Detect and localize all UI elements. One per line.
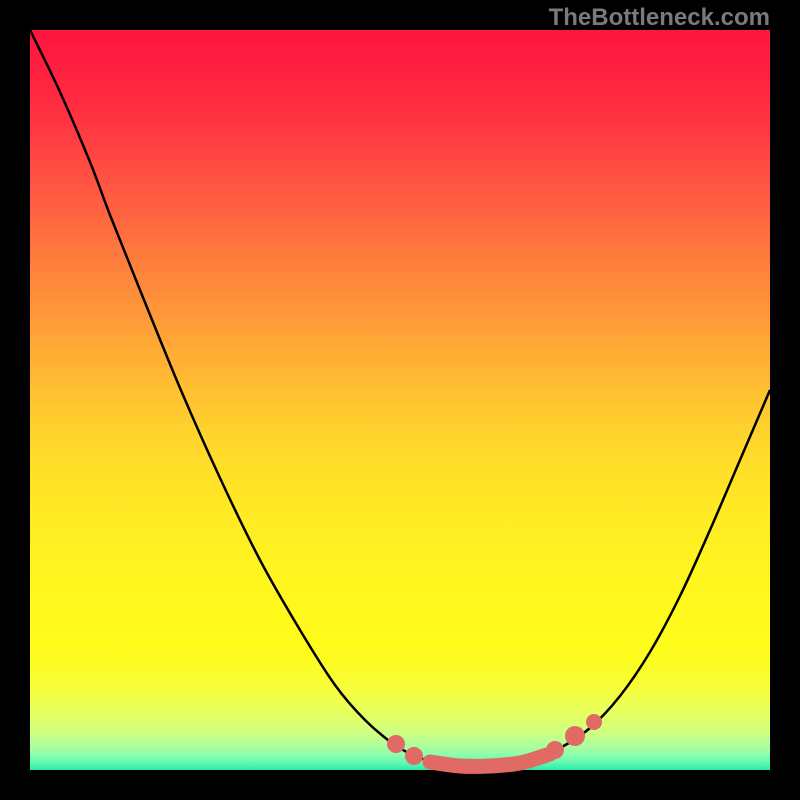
chart-frame: TheBottleneck.com bbox=[0, 0, 800, 800]
highlight-dot bbox=[565, 726, 585, 746]
highlight-dot bbox=[405, 747, 423, 765]
highlight-dot bbox=[586, 714, 602, 730]
watermark-text: TheBottleneck.com bbox=[549, 4, 770, 32]
highlight-dot bbox=[387, 735, 405, 753]
optimal-zone-highlight bbox=[0, 0, 800, 800]
highlight-dot bbox=[546, 741, 564, 759]
